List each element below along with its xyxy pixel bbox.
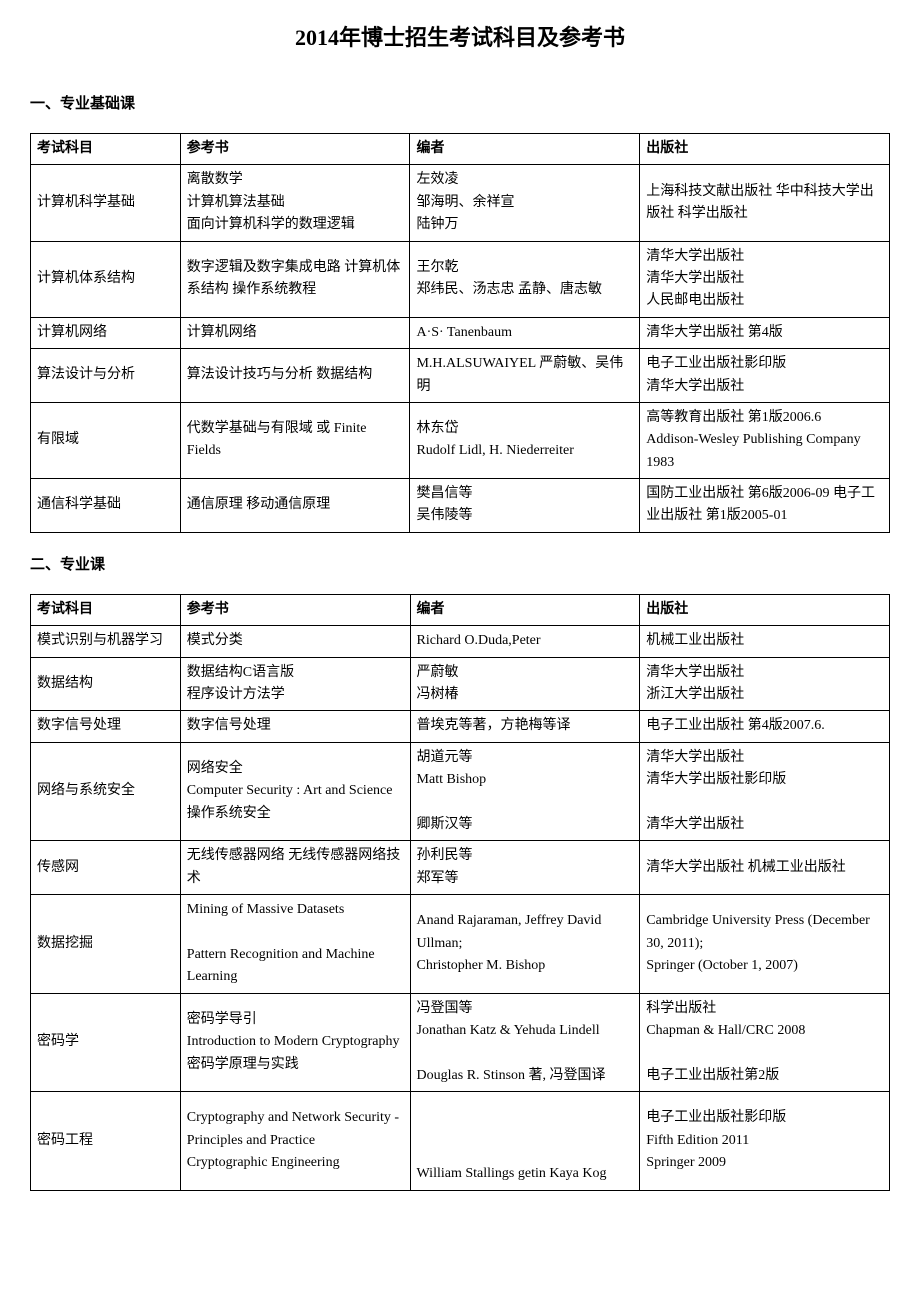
cell-author: M.H.ALSUWAIYEL 严蔚敏、吴伟明 bbox=[410, 349, 640, 403]
cell-author: A·S· Tanenbaum bbox=[410, 317, 640, 348]
cell-book: 网络安全 Computer Security : Art and Science… bbox=[180, 742, 410, 841]
cell-subject: 通信科学基础 bbox=[31, 479, 181, 533]
section1-heading: 一、专业基础课 bbox=[30, 92, 890, 113]
cell-publisher: 机械工业出版社 bbox=[640, 626, 890, 657]
cell-book: 无线传感器网络 无线传感器网络技术 bbox=[180, 841, 410, 895]
cell-author: 孙利民等 郑军等 bbox=[410, 841, 640, 895]
cell-author: 冯登国等 Jonathan Katz & Yehuda Lindell Doug… bbox=[410, 993, 640, 1092]
cell-publisher: 清华大学出版社 机械工业出版社 bbox=[640, 841, 890, 895]
table-row: 计算机科学基础离散数学 计算机算法基础 面向计算机科学的数理逻辑左效凌 邹海明、… bbox=[31, 165, 890, 241]
cell-author: 樊昌信等 吴伟陵等 bbox=[410, 479, 640, 533]
cell-book: 数字信号处理 bbox=[180, 711, 410, 742]
cell-author: Anand Rajaraman, Jeffrey David Ullman; C… bbox=[410, 895, 640, 994]
header-publisher: 出版社 bbox=[640, 134, 890, 165]
header-author: 编者 bbox=[410, 134, 640, 165]
cell-subject: 计算机体系结构 bbox=[31, 241, 181, 317]
table-row: 计算机体系结构数字逻辑及数字集成电路 计算机体系结构 操作系统教程王尔乾 郑纬民… bbox=[31, 241, 890, 317]
cell-book: 密码学导引 Introduction to Modern Cryptograph… bbox=[180, 993, 410, 1092]
cell-author: 王尔乾 郑纬民、汤志忠 孟静、唐志敏 bbox=[410, 241, 640, 317]
cell-publisher: 高等教育出版社 第1版2006.6 Addison-Wesley Publish… bbox=[640, 402, 890, 478]
table-header-row: 考试科目 参考书 编者 出版社 bbox=[31, 134, 890, 165]
cell-subject: 密码学 bbox=[31, 993, 181, 1092]
cell-author: 严蔚敏 冯树椿 bbox=[410, 657, 640, 711]
cell-subject: 计算机网络 bbox=[31, 317, 181, 348]
table-row: 网络与系统安全网络安全 Computer Security : Art and … bbox=[31, 742, 890, 841]
cell-subject: 数字信号处理 bbox=[31, 711, 181, 742]
cell-publisher: 清华大学出版社 浙江大学出版社 bbox=[640, 657, 890, 711]
cell-author: William Stallings getin Kaya Kog bbox=[410, 1092, 640, 1191]
cell-author: Richard O.Duda,Peter bbox=[410, 626, 640, 657]
cell-book: 离散数学 计算机算法基础 面向计算机科学的数理逻辑 bbox=[180, 165, 410, 241]
cell-publisher: 科学出版社 Chapman & Hall/CRC 2008 电子工业出版社第2版 bbox=[640, 993, 890, 1092]
page-title: 2014年博士招生考试科目及参考书 bbox=[30, 20, 890, 52]
cell-subject: 数据挖掘 bbox=[31, 895, 181, 994]
header-publisher: 出版社 bbox=[640, 594, 890, 625]
header-subject: 考试科目 bbox=[31, 134, 181, 165]
cell-subject: 算法设计与分析 bbox=[31, 349, 181, 403]
cell-publisher: 电子工业出版社影印版 Fifth Edition 2011 Springer 2… bbox=[640, 1092, 890, 1191]
table-row: 通信科学基础通信原理 移动通信原理樊昌信等 吴伟陵等国防工业出版社 第6版200… bbox=[31, 479, 890, 533]
cell-book: 算法设计技巧与分析 数据结构 bbox=[180, 349, 410, 403]
table-header-row: 考试科目 参考书 编者 出版社 bbox=[31, 594, 890, 625]
cell-subject: 密码工程 bbox=[31, 1092, 181, 1191]
cell-publisher: 清华大学出版社 清华大学出版社 人民邮电出版社 bbox=[640, 241, 890, 317]
cell-subject: 有限域 bbox=[31, 402, 181, 478]
cell-author: 左效凌 邹海明、余祥宣 陆钟万 bbox=[410, 165, 640, 241]
table-row: 密码学密码学导引 Introduction to Modern Cryptogr… bbox=[31, 993, 890, 1092]
table-row: 数据挖掘Mining of Massive Datasets Pattern R… bbox=[31, 895, 890, 994]
header-book: 参考书 bbox=[180, 594, 410, 625]
table-pro-courses: 考试科目 参考书 编者 出版社 模式识别与机器学习模式分类Richard O.D… bbox=[30, 594, 890, 1191]
cell-author: 普埃克等著，方艳梅等译 bbox=[410, 711, 640, 742]
cell-publisher: Cambridge University Press (December 30,… bbox=[640, 895, 890, 994]
cell-subject: 数据结构 bbox=[31, 657, 181, 711]
cell-publisher: 电子工业出版社影印版 清华大学出版社 bbox=[640, 349, 890, 403]
cell-book: 模式分类 bbox=[180, 626, 410, 657]
cell-book: Mining of Massive Datasets Pattern Recog… bbox=[180, 895, 410, 994]
table-row: 数据结构数据结构C语言版 程序设计方法学严蔚敏 冯树椿清华大学出版社 浙江大学出… bbox=[31, 657, 890, 711]
cell-publisher: 国防工业出版社 第6版2006-09 电子工业出版社 第1版2005-01 bbox=[640, 479, 890, 533]
header-author: 编者 bbox=[410, 594, 640, 625]
table-basic-courses: 考试科目 参考书 编者 出版社 计算机科学基础离散数学 计算机算法基础 面向计算… bbox=[30, 133, 890, 533]
header-subject: 考试科目 bbox=[31, 594, 181, 625]
cell-book: 计算机网络 bbox=[180, 317, 410, 348]
cell-publisher: 电子工业出版社 第4版2007.6. bbox=[640, 711, 890, 742]
table-row: 模式识别与机器学习模式分类Richard O.Duda,Peter机械工业出版社 bbox=[31, 626, 890, 657]
cell-subject: 网络与系统安全 bbox=[31, 742, 181, 841]
table-row: 有限域代数学基础与有限域 或 Finite Fields林东岱 Rudolf L… bbox=[31, 402, 890, 478]
cell-author: 林东岱 Rudolf Lidl, H. Niederreiter bbox=[410, 402, 640, 478]
cell-author: 胡道元等 Matt Bishop 卿斯汉等 bbox=[410, 742, 640, 841]
cell-publisher: 上海科技文献出版社 华中科技大学出版社 科学出版社 bbox=[640, 165, 890, 241]
cell-publisher: 清华大学出版社 第4版 bbox=[640, 317, 890, 348]
table-row: 算法设计与分析算法设计技巧与分析 数据结构M.H.ALSUWAIYEL 严蔚敏、… bbox=[31, 349, 890, 403]
table-row: 数字信号处理数字信号处理普埃克等著，方艳梅等译电子工业出版社 第4版2007.6… bbox=[31, 711, 890, 742]
section2-heading: 二、专业课 bbox=[30, 553, 890, 574]
header-book: 参考书 bbox=[180, 134, 410, 165]
cell-publisher: 清华大学出版社 清华大学出版社影印版 清华大学出版社 bbox=[640, 742, 890, 841]
table-row: 传感网无线传感器网络 无线传感器网络技术孙利民等 郑军等清华大学出版社 机械工业… bbox=[31, 841, 890, 895]
cell-book: 数据结构C语言版 程序设计方法学 bbox=[180, 657, 410, 711]
cell-subject: 传感网 bbox=[31, 841, 181, 895]
cell-book: Cryptography and Network Security - Prin… bbox=[180, 1092, 410, 1191]
cell-book: 代数学基础与有限域 或 Finite Fields bbox=[180, 402, 410, 478]
table-row: 计算机网络计算机网络A·S· Tanenbaum清华大学出版社 第4版 bbox=[31, 317, 890, 348]
cell-subject: 计算机科学基础 bbox=[31, 165, 181, 241]
cell-book: 通信原理 移动通信原理 bbox=[180, 479, 410, 533]
cell-subject: 模式识别与机器学习 bbox=[31, 626, 181, 657]
cell-book: 数字逻辑及数字集成电路 计算机体系结构 操作系统教程 bbox=[180, 241, 410, 317]
table-row: 密码工程Cryptography and Network Security - … bbox=[31, 1092, 890, 1191]
